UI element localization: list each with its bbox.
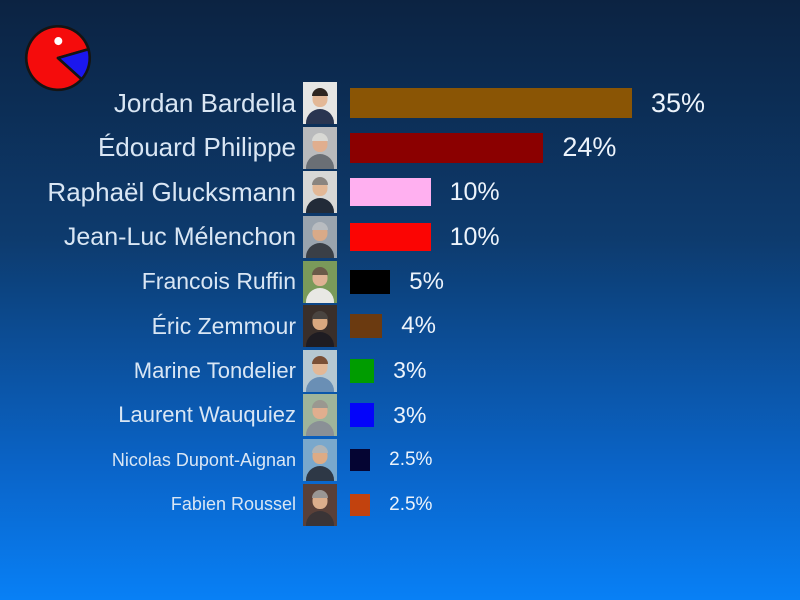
candidate-name: Édouard Philippe xyxy=(97,132,296,163)
avatar-hair xyxy=(312,132,328,141)
pie-eye-dot xyxy=(54,37,63,46)
candidate-photo xyxy=(303,171,337,214)
candidate-name: Nicolas Dupont-Aignan xyxy=(111,449,296,470)
poll-bar xyxy=(350,403,375,428)
avatar-hair xyxy=(312,311,328,320)
poll-row: Laurent Wauquiez 3% xyxy=(0,393,800,438)
candidate-name: Fabien Roussel xyxy=(170,494,296,515)
candidate-name: Laurent Wauquiez xyxy=(118,402,296,428)
candidate-photo xyxy=(303,439,337,482)
candidate-name: Jean-Luc Mélenchon xyxy=(63,222,296,251)
poll-row: Fabien Roussel 2.5% xyxy=(0,482,800,527)
candidate-name: Éric Zemmour xyxy=(151,312,296,339)
candidate-photo xyxy=(303,394,337,437)
avatar-torso xyxy=(306,510,334,526)
candidate-photo xyxy=(303,216,337,259)
avatar-hair xyxy=(312,266,328,275)
candidate-photo xyxy=(303,349,337,392)
poll-row: Édouard Philippe 24% xyxy=(0,126,800,171)
poll-value-label: 4% xyxy=(401,312,436,340)
avatar-torso xyxy=(306,109,334,125)
avatar-torso xyxy=(306,198,334,214)
poll-value-label: 10% xyxy=(449,177,500,206)
avatar-torso xyxy=(306,376,334,392)
poll-value-label: 3% xyxy=(393,357,427,384)
poll-row: Nicolas Dupont-Aignan 2.5% xyxy=(0,438,800,483)
avatar-torso xyxy=(306,421,334,437)
avatar-torso xyxy=(306,153,334,169)
poll-row: Marine Tondelier 3% xyxy=(0,349,800,394)
candidate-name: Jordan Bardella xyxy=(113,87,296,118)
candidate-photo xyxy=(303,260,337,303)
poll-row: Francois Ruffin 5% xyxy=(0,259,800,304)
avatar-hair xyxy=(312,489,328,498)
poll-bar-list: Jordan Bardella 35% Édouard Philippe 24% Rap… xyxy=(0,81,800,527)
candidate-name: Francois Ruffin xyxy=(141,268,296,295)
poll-value-label: 35% xyxy=(650,87,706,118)
avatar-torso xyxy=(306,243,334,259)
poll-row: Raphaël Glucksmann 10% xyxy=(0,170,800,215)
candidate-photo xyxy=(303,305,337,348)
poll-bar xyxy=(350,132,544,163)
poll-bar xyxy=(350,88,632,119)
avatar-hair xyxy=(312,88,328,97)
candidate-name: Marine Tondelier xyxy=(133,357,296,383)
candidate-photo xyxy=(303,483,337,526)
avatar-hair xyxy=(312,355,328,364)
poll-row: Éric Zemmour 4% xyxy=(0,304,800,349)
poll-bar xyxy=(350,223,431,252)
candidate-photo xyxy=(303,126,337,169)
poll-bar xyxy=(350,449,371,472)
poll-bar xyxy=(350,314,383,339)
avatar-hair xyxy=(312,445,328,454)
poll-bar xyxy=(350,493,371,516)
candidate-photo xyxy=(303,82,337,125)
avatar-hair xyxy=(312,222,328,231)
poll-bar xyxy=(350,269,391,294)
avatar-torso xyxy=(306,287,334,303)
poll-value-label: 2.5% xyxy=(389,449,433,471)
poll-row: Jordan Bardella 35% xyxy=(0,81,800,126)
poll-value-label: 2.5% xyxy=(389,493,433,515)
poll-value-label: 3% xyxy=(393,401,427,428)
avatar-torso xyxy=(306,466,334,482)
avatar-torso xyxy=(306,332,334,348)
poll-bar xyxy=(350,178,431,207)
poll-bar xyxy=(350,358,375,383)
candidate-name: Raphaël Glucksmann xyxy=(47,176,296,207)
avatar-hair xyxy=(312,177,328,186)
poll-row: Jean-Luc Mélenchon 10% xyxy=(0,215,800,260)
poll-value-label: 10% xyxy=(449,222,500,251)
pacman-pie-icon xyxy=(24,24,92,92)
poll-value-label: 24% xyxy=(562,132,617,163)
avatar-hair xyxy=(312,400,328,409)
pie-wedge-slice xyxy=(56,47,92,81)
poll-value-label: 5% xyxy=(409,267,444,295)
